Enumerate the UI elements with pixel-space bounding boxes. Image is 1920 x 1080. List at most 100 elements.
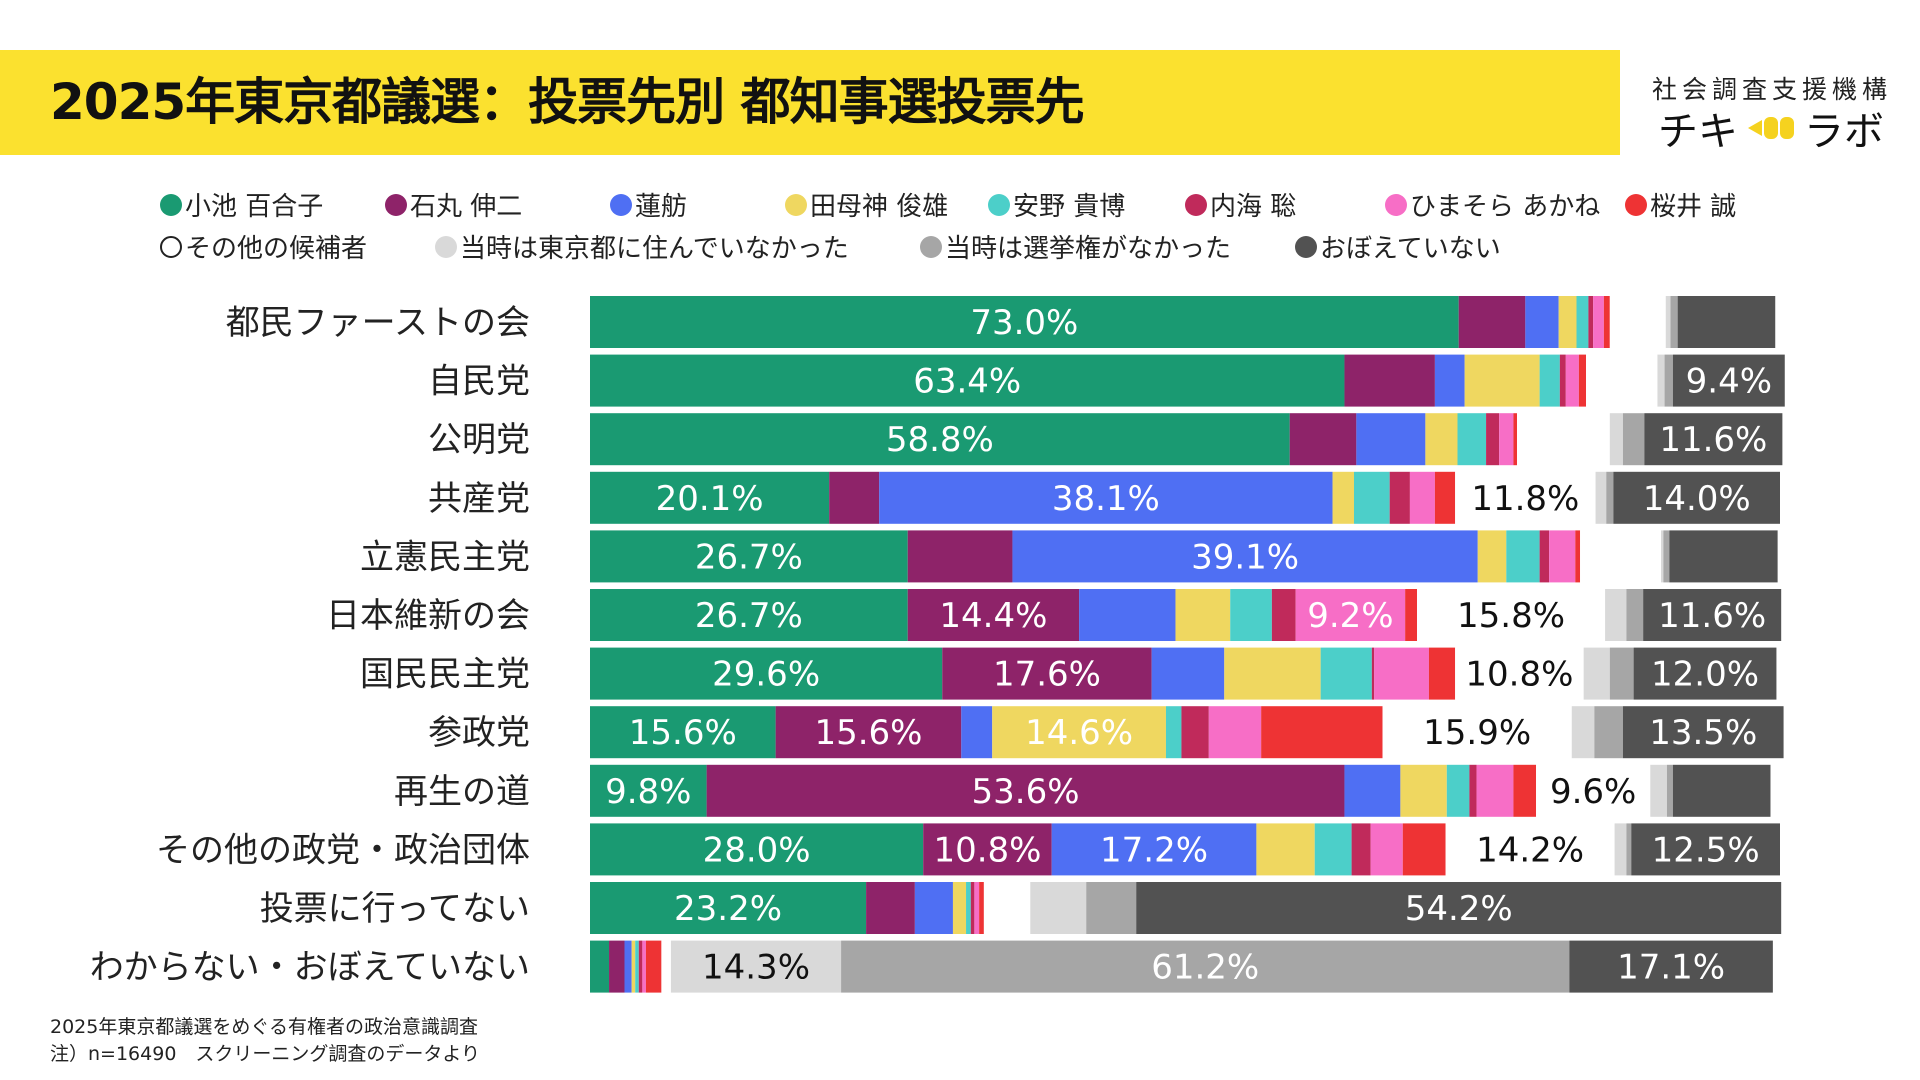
bar-segment: 共産党 / ひまそら あかね: 2.1 xyxy=(1409,471,1435,524)
bar-segment: わからない・おぼえていない / 当時は選挙権がなかった: 61.2 xyxy=(841,940,1570,993)
bar-segment: 国民民主党 / 安野 貴博: 4.3 xyxy=(1320,647,1372,700)
bar-segment: 都民ファーストの会 / 小池 百合子: 73 xyxy=(590,296,1459,348)
bar-segment: 参政党 / 桜井 誠: 10.2 xyxy=(1261,706,1383,759)
bar-segment: わからない・おぼえていない / その他の候補者: 0.8 xyxy=(661,940,671,993)
data-label: 11.6% xyxy=(1658,596,1766,636)
bar-segment: その他の政党・政治団体 / 蓮舫: 17.2 xyxy=(1051,823,1257,876)
bar-segment: 都民ファーストの会 / 安野 貴博: 1 xyxy=(1576,296,1589,348)
legend-swatch xyxy=(160,235,182,258)
bar-segment: 参政党 / 当時は東京都に住んでいなかった: 1.9 xyxy=(1571,706,1595,759)
bar-segment: 公明党 / 当時は選挙権がなかった: 1.8 xyxy=(1622,413,1645,466)
bar-segment: 立憲民主党 / 当時は東京都に住んでいなかった: 0.2 xyxy=(1661,530,1664,583)
data-label: 15.8% xyxy=(1457,596,1565,636)
bar-segment: その他の政党・政治団体 / 当時は東京都に住んでいなかった: 1 xyxy=(1614,823,1627,876)
bar-segment: 参政党 / 内海 聡: 2.3 xyxy=(1181,706,1209,759)
data-label: 17.6% xyxy=(993,655,1101,695)
bar-segment: わからない・おぼえていない / 田母神 俊雄: 0.3 xyxy=(631,940,636,993)
category-label: その他の政党・政治団体 xyxy=(156,830,530,870)
bar-segment: 再生の道 / 内海 聡: 0.6 xyxy=(1469,764,1477,817)
legend-swatch xyxy=(1295,235,1317,258)
footnote-sample-note: 注）n=16490 スクリーニング調査のデータより xyxy=(50,1043,481,1065)
legend-label: 田母神 俊雄 xyxy=(810,192,949,222)
data-label: 63.4% xyxy=(913,362,1021,402)
bar-segment: 共産党 / その他の候補者: 11.8 xyxy=(1455,471,1596,524)
category-label: 自民党 xyxy=(428,362,530,402)
bar-segment: 公明党 / 石丸 伸二: 5.6 xyxy=(1289,413,1357,466)
bar-segment: 立憲民主党 / 蓮舫: 39.1 xyxy=(1012,530,1478,583)
category-label: 日本維新の会 xyxy=(326,596,530,636)
bar-segment: 公明党 / 当時は東京都に住んでいなかった: 1.1 xyxy=(1609,413,1623,466)
bar-segment: 共産党 / 桜井 誠: 1.7 xyxy=(1434,471,1456,524)
data-label: 14.0% xyxy=(1643,479,1751,519)
data-label: 14.2% xyxy=(1476,830,1584,870)
bar-segment: その他の政党・政治団体 / 小池 百合子: 28 xyxy=(590,823,924,876)
bar-segment: 公明党 / 小池 百合子: 58.8 xyxy=(590,413,1290,466)
legend-swatch xyxy=(1385,193,1407,216)
bar-segment: わからない・おぼえていない / 当時は東京都に住んでいなかった: 14.3 xyxy=(670,940,842,993)
bar-segment: 投票に行ってない / 桜井 誠: 0.4 xyxy=(979,882,984,934)
bar-segment: 自民党 / おぼえていない: 9.4 xyxy=(1672,354,1785,407)
bar-segment: 日本維新の会 / 当時は選挙権がなかった: 1.4 xyxy=(1626,589,1644,641)
bar-segment: 都民ファーストの会 / 蓮舫: 2.8 xyxy=(1525,296,1559,348)
bar-segment: 日本維新の会 / 桜井 誠: 1 xyxy=(1405,589,1418,641)
bar-segment: 共産党 / 小池 百合子: 20.1 xyxy=(590,471,830,524)
bar-segment: 投票に行ってない / 小池 百合子: 23.2 xyxy=(590,882,867,934)
bar-segment: 自民党 / その他の候補者: 6 xyxy=(1586,354,1658,407)
bar-segment: 共産党 / 内海 聡: 1.7 xyxy=(1389,471,1410,524)
bar-segment: 投票に行ってない / 蓮舫: 3.2 xyxy=(914,882,953,934)
bar-segment: 参政党 / 当時は選挙権がなかった: 2.4 xyxy=(1594,706,1623,759)
data-label: 14.4% xyxy=(939,596,1047,636)
bar-segment: 都民ファーストの会 / 石丸 伸二: 5.6 xyxy=(1458,296,1526,348)
bar-segment: 国民民主党 / 桜井 誠: 2.2 xyxy=(1428,647,1456,700)
bar-segment: 共産党 / 蓮舫: 38.1 xyxy=(879,471,1333,524)
bar-segment: その他の政党・政治団体 / ひまそら あかね: 2.7 xyxy=(1370,823,1403,876)
bar-segment: わからない・おぼえていない / 蓮舫: 0.6 xyxy=(624,940,632,993)
bar-segment: 再生の道 / 蓮舫: 4.7 xyxy=(1344,764,1401,817)
data-label: 17.1% xyxy=(1617,948,1725,988)
category-label: 共産党 xyxy=(428,479,530,519)
bar-segment: 再生の道 / 桜井 誠: 1.9 xyxy=(1513,764,1537,817)
legend-swatch xyxy=(435,235,457,258)
bar-segment: 自民党 / 当時は東京都に住んでいなかった: 0.6 xyxy=(1657,354,1665,407)
legend-item: 桜井 誠 xyxy=(1625,186,1736,223)
legend-item: ひまそら あかね xyxy=(1385,186,1600,223)
bar-segment: 投票に行ってない / その他の候補者: 3.9 xyxy=(983,882,1031,934)
legend-swatch xyxy=(385,193,407,216)
bar-segment: 国民民主党 / 田母神 俊雄: 8.1 xyxy=(1224,647,1321,700)
data-label: 29.6% xyxy=(712,655,820,695)
legend-item: 蓮舫 xyxy=(610,186,687,223)
data-label: 14.3% xyxy=(702,948,810,988)
title-bar: 2025年東京都議選：投票先別 都知事選投票先 xyxy=(0,50,1620,155)
bar-segment: 再生の道 / ひまそら あかね: 3.1 xyxy=(1476,764,1514,817)
bar-segment: 国民民主党 / 内海 聡: 0.2 xyxy=(1371,647,1375,700)
bar-segment: わからない・おぼえていない / 石丸 伸二: 1.3 xyxy=(609,940,625,993)
data-label: 15.9% xyxy=(1423,713,1531,753)
legend-item: おぼえていない xyxy=(1295,228,1501,265)
bar-segment: 参政党 / その他の候補者: 15.9 xyxy=(1382,706,1572,759)
bar-segment: 共産党 / 田母神 俊雄: 1.8 xyxy=(1332,471,1354,524)
bar-segment: 再生の道 / その他の候補者: 9.6 xyxy=(1536,764,1651,817)
category-label: 都民ファーストの会 xyxy=(226,303,530,343)
bar-segment: 自民党 / 桜井 誠: 0.6 xyxy=(1578,354,1587,407)
bar-segment: 日本維新の会 / 内海 聡: 2 xyxy=(1271,589,1296,641)
legend-item: 石丸 伸二 xyxy=(385,186,522,223)
bar-segment: 投票に行ってない / 安野 貴博: 0.4 xyxy=(966,882,971,934)
legend-label: その他の候補者 xyxy=(185,234,368,264)
legend-label: 当時は東京都に住んでいなかった xyxy=(460,234,849,264)
legend-label: 安野 貴博 xyxy=(1013,192,1126,222)
legend-label: 小池 百合子 xyxy=(185,192,324,222)
bar-segment: 国民民主党 / 蓮舫: 6.1 xyxy=(1151,647,1225,700)
bar-segment: わからない・おぼえていない / 安野 貴博: 0.3 xyxy=(635,940,639,993)
bar-segment: 立憲民主党 / 田母神 俊雄: 2.4 xyxy=(1477,530,1507,583)
legend-item: 内海 聡 xyxy=(1185,186,1296,223)
bar-segment: 都民ファーストの会 / ひまそら あかね: 0.9 xyxy=(1593,296,1604,348)
legend-item: その他の候補者 xyxy=(160,228,367,265)
data-label: 39.1% xyxy=(1191,537,1299,577)
bar-segment: 共産党 / 安野 貴博: 3 xyxy=(1353,471,1390,524)
legend-item: 安野 貴博 xyxy=(988,186,1125,223)
category-label: 国民民主党 xyxy=(360,655,530,695)
bar-segment: 公明党 / 蓮舫: 5.8 xyxy=(1356,413,1426,466)
bar-segment: 都民ファーストの会 / 内海 聡: 0.4 xyxy=(1588,296,1594,348)
bar-segment: 投票に行ってない / 石丸 伸二: 4.1 xyxy=(866,882,915,934)
bar-segment: 再生の道 / 当時は選挙権がなかった: 0.5 xyxy=(1666,764,1673,817)
